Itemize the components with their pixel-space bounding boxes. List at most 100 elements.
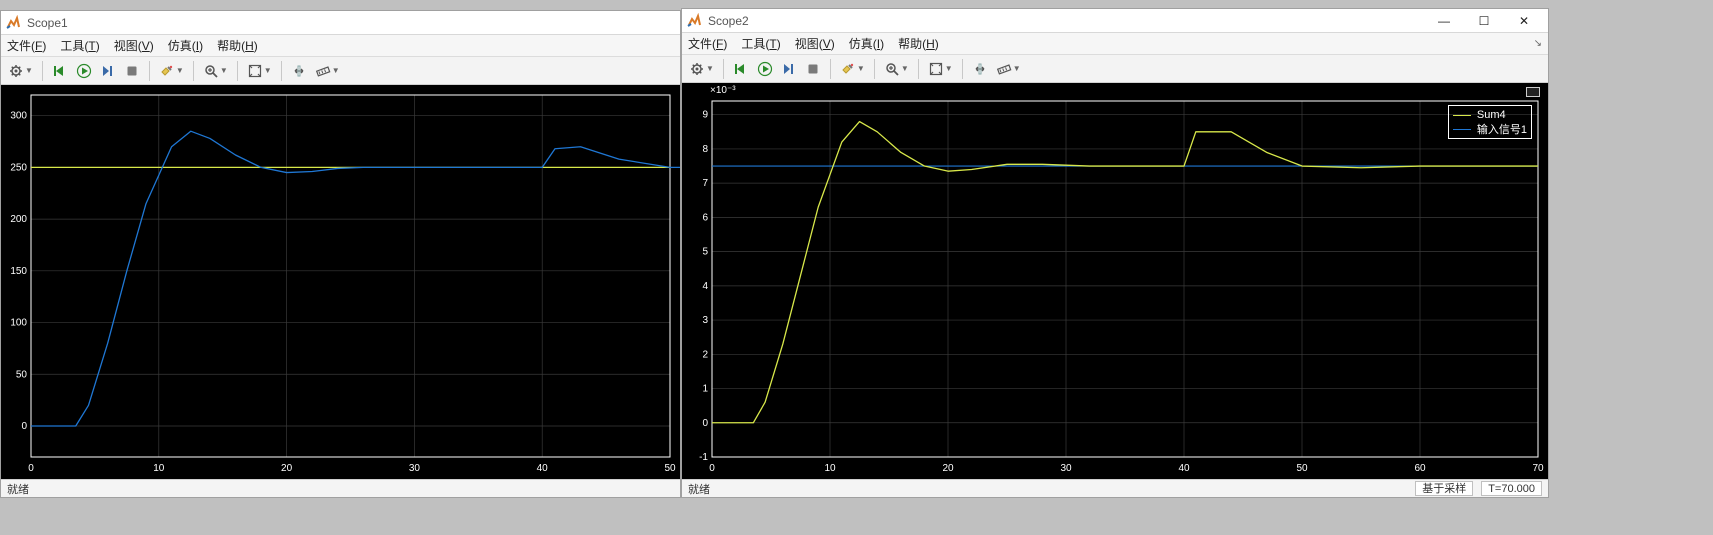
gear-icon — [8, 63, 24, 79]
maximize-button[interactable]: ☐ — [1464, 10, 1504, 32]
dropdown-caret-icon: ▼ — [901, 64, 909, 73]
toolbar-separator — [723, 59, 724, 79]
x-tick-label: 0 — [28, 463, 34, 474]
menu-view[interactable]: 视图(V) — [114, 37, 154, 54]
play-icon — [76, 63, 92, 79]
minimize-icon: — — [1438, 14, 1450, 28]
titlebar[interactable]: Scope1 — [1, 11, 680, 35]
cursor-button[interactable] — [969, 58, 991, 80]
scope-canvas[interactable]: 01020304050050100150200250300 — [1, 85, 680, 479]
step-fwd-button[interactable] — [97, 60, 119, 82]
measure-icon — [996, 61, 1012, 77]
toolbar-separator — [237, 61, 238, 81]
step-back-button[interactable] — [49, 60, 71, 82]
measure-button[interactable]: ▼ — [312, 60, 343, 82]
x-tick-label: 10 — [824, 463, 836, 474]
step-fwd-button[interactable] — [778, 58, 800, 80]
zoom-button[interactable]: ▼ — [200, 60, 231, 82]
statusbar: 就绪 — [1, 479, 680, 497]
menubar-corner-icon[interactable]: ↘ — [1534, 38, 1542, 49]
dropdown-caret-icon: ▼ — [857, 64, 865, 73]
highlight-button[interactable]: ▼ — [837, 58, 868, 80]
highlight-icon — [840, 61, 856, 77]
dropdown-caret-icon: ▼ — [706, 64, 714, 73]
cursor-button[interactable] — [288, 60, 310, 82]
toolbar-separator — [874, 59, 875, 79]
menu-help[interactable]: 帮助(H) — [217, 37, 258, 54]
cursor-icon — [291, 63, 307, 79]
minimize-button[interactable]: — — [1424, 10, 1464, 32]
toolbar-separator — [42, 61, 43, 81]
y-tick-label: 8 — [702, 144, 708, 155]
menu-label: 文件 — [7, 39, 31, 53]
x-tick-label: 10 — [153, 463, 165, 474]
x-tick-label: 0 — [709, 463, 715, 474]
plot-restore-icon[interactable] — [1526, 87, 1540, 97]
x-tick-label: 20 — [281, 463, 293, 474]
gear-button[interactable]: ▼ — [686, 58, 717, 80]
menu-file[interactable]: 文件(F) — [688, 35, 727, 52]
menu-label: 工具 — [60, 39, 84, 53]
scope-canvas[interactable]: 010203040506070-10123456789×10⁻³Sum4输入信号… — [682, 83, 1548, 479]
menu-label: 帮助 — [217, 39, 241, 53]
legend-item: 输入信号1 — [1453, 122, 1527, 136]
close-icon: ✕ — [1519, 14, 1529, 28]
stop-icon — [124, 63, 140, 79]
x-tick-label: 60 — [1414, 463, 1426, 474]
zoom-icon — [884, 61, 900, 77]
y-tick-label: 9 — [702, 110, 708, 121]
step-fwd-icon — [100, 63, 116, 79]
toolbar-separator — [830, 59, 831, 79]
y-tick-label: 300 — [10, 111, 27, 122]
dropdown-caret-icon: ▼ — [25, 66, 33, 75]
measure-button[interactable]: ▼ — [993, 58, 1024, 80]
x-tick-label: 50 — [1296, 463, 1308, 474]
y-tick-label: 50 — [16, 369, 28, 380]
legend-swatch — [1453, 115, 1471, 116]
step-back-icon — [52, 63, 68, 79]
fit-button[interactable]: ▼ — [925, 58, 956, 80]
fit-icon — [928, 61, 944, 77]
menu-label: 帮助 — [898, 37, 922, 51]
menu-mnemonic: F — [716, 37, 723, 51]
stop-button[interactable] — [121, 60, 143, 82]
y-tick-label: 0 — [702, 418, 708, 429]
dropdown-caret-icon: ▼ — [1013, 64, 1021, 73]
menu-mnemonic: F — [35, 39, 42, 53]
titlebar[interactable]: Scope2—☐✕ — [682, 9, 1548, 33]
legend[interactable]: Sum4输入信号1 — [1448, 105, 1532, 139]
fit-button[interactable]: ▼ — [244, 60, 275, 82]
menu-tools[interactable]: 工具(T) — [741, 35, 780, 52]
fit-icon — [247, 63, 263, 79]
gear-icon — [689, 61, 705, 77]
stop-button[interactable] — [802, 58, 824, 80]
y-tick-label: 250 — [10, 162, 27, 173]
menu-sim[interactable]: 仿真(I) — [168, 37, 203, 54]
play-button[interactable] — [73, 60, 95, 82]
menu-sim[interactable]: 仿真(I) — [849, 35, 884, 52]
menu-mnemonic: T — [769, 37, 776, 51]
dropdown-caret-icon: ▼ — [176, 66, 184, 75]
menu-mnemonic: V — [823, 37, 831, 51]
zoom-button[interactable]: ▼ — [881, 58, 912, 80]
dropdown-caret-icon: ▼ — [945, 64, 953, 73]
y-tick-label: 6 — [702, 212, 708, 223]
menu-help[interactable]: 帮助(H) — [898, 35, 939, 52]
gear-button[interactable]: ▼ — [5, 60, 36, 82]
close-button[interactable]: ✕ — [1504, 10, 1544, 32]
menu-label: 仿真 — [849, 37, 873, 51]
status-time: T=70.000 — [1481, 481, 1542, 496]
scope-window: Scope1 文件(F) 工具(T) 视图(V) 仿真(I) 帮助(H) ▼ ▼ ▼ ▼ ▼ 0 10 2… — [0, 10, 681, 498]
play-button[interactable] — [754, 58, 776, 80]
toolbar-separator — [962, 59, 963, 79]
menu-tools[interactable]: 工具(T) — [60, 37, 99, 54]
menu-view[interactable]: 视图(V) — [795, 35, 835, 52]
measure-icon — [315, 63, 331, 79]
highlight-button[interactable]: ▼ — [156, 60, 187, 82]
toolbar: ▼ ▼ ▼ ▼ ▼ — [1, 57, 680, 85]
y-tick-label: 3 — [702, 315, 708, 326]
menu-file[interactable]: 文件(F) — [7, 37, 46, 54]
highlight-icon — [159, 63, 175, 79]
step-back-button[interactable] — [730, 58, 752, 80]
matlab-app-icon — [5, 15, 21, 31]
